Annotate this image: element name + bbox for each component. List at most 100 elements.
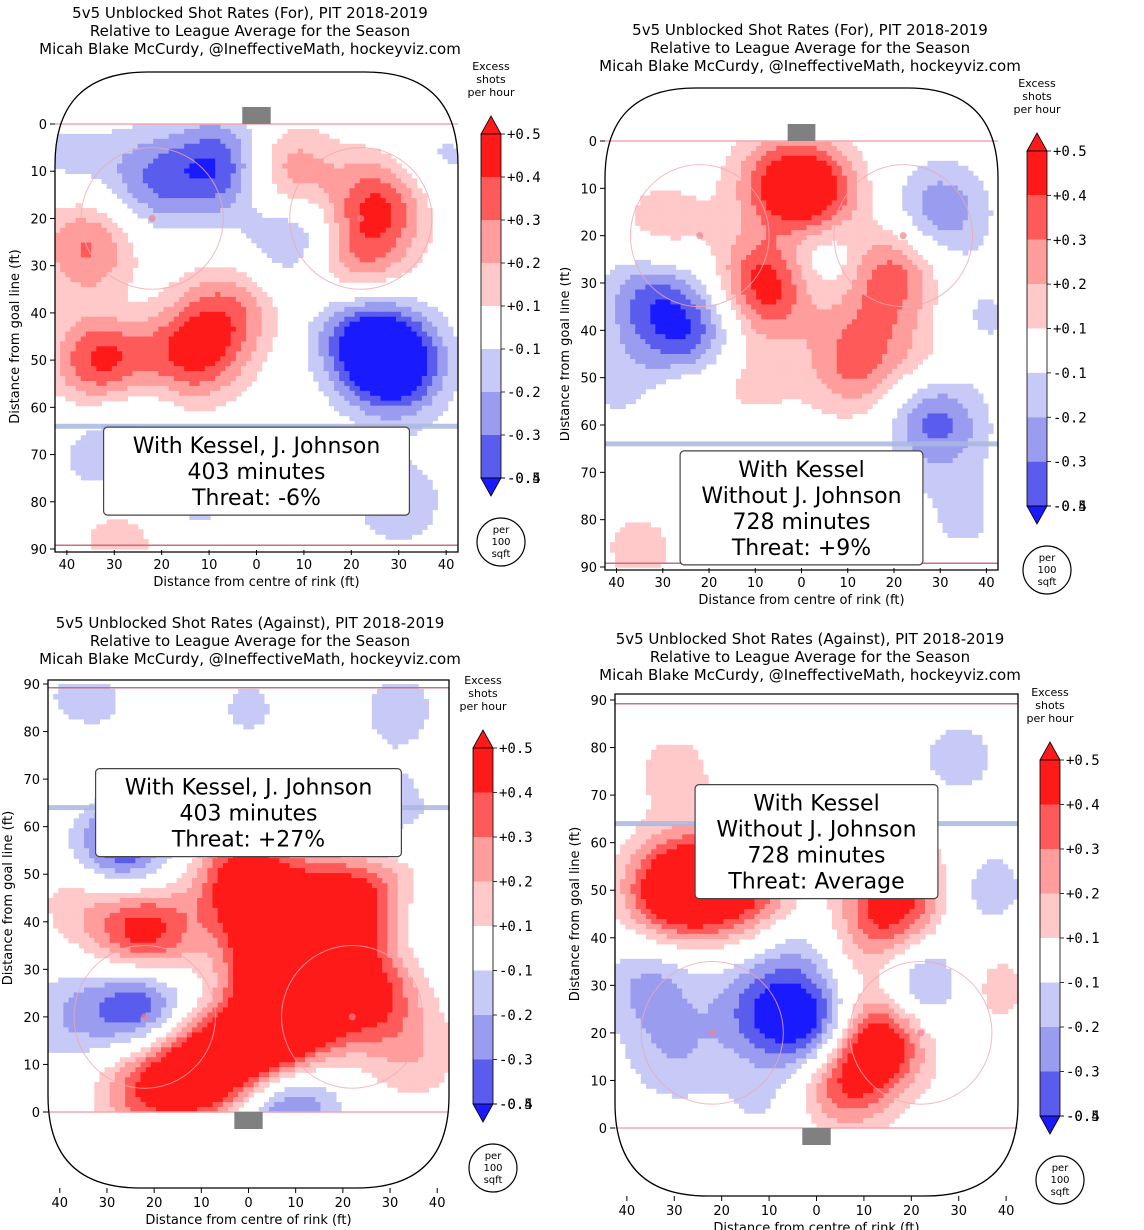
heat-cell bbox=[937, 195, 944, 202]
heat-cell bbox=[96, 435, 103, 441]
heat-cell bbox=[972, 175, 979, 182]
heat-cell bbox=[55, 158, 61, 165]
heat-cell bbox=[442, 395, 449, 402]
heat-cell bbox=[173, 153, 180, 160]
heat-cell bbox=[380, 415, 387, 422]
heat-cell bbox=[60, 247, 66, 254]
heat-cell bbox=[972, 210, 979, 216]
heat-cell bbox=[235, 306, 242, 313]
heat-cell bbox=[194, 168, 201, 175]
heat-cell bbox=[339, 380, 345, 387]
heat-cell bbox=[957, 205, 964, 211]
heat-cell bbox=[282, 242, 289, 249]
heat-cell bbox=[80, 336, 87, 343]
heat-cell bbox=[122, 128, 128, 135]
heat-cell bbox=[380, 193, 387, 199]
heat-cell bbox=[947, 240, 954, 246]
heat-cell bbox=[821, 165, 828, 172]
heat-cell bbox=[328, 390, 335, 397]
heat-cell bbox=[811, 195, 818, 202]
heat-cell bbox=[173, 390, 180, 397]
heat-cell bbox=[882, 264, 888, 271]
heat-cell bbox=[365, 341, 371, 347]
heat-cell bbox=[117, 237, 123, 244]
heat-cell bbox=[771, 165, 777, 172]
heat-cell bbox=[650, 190, 656, 197]
heat-cell bbox=[235, 173, 242, 179]
heat-cell bbox=[199, 208, 206, 214]
heat-cell bbox=[189, 514, 196, 520]
heat-cell bbox=[303, 138, 309, 145]
heat-cell bbox=[75, 138, 82, 145]
heat-cell bbox=[437, 316, 444, 323]
heat-cell bbox=[184, 380, 190, 387]
heat-cell bbox=[75, 346, 82, 352]
heat-cell bbox=[365, 158, 371, 165]
heat-cell bbox=[421, 232, 428, 239]
heat-cell bbox=[189, 212, 196, 219]
heat-cell bbox=[786, 195, 793, 202]
heat-cell bbox=[189, 390, 196, 397]
heat-cell bbox=[359, 351, 366, 357]
heat-cell bbox=[781, 235, 787, 241]
heat-cell bbox=[220, 311, 227, 318]
heat-cell bbox=[117, 341, 123, 347]
heat-cell bbox=[204, 385, 211, 392]
heat-cell bbox=[912, 215, 918, 221]
heat-cell bbox=[811, 170, 818, 177]
heat-cell bbox=[806, 175, 813, 182]
heat-cell bbox=[720, 230, 727, 236]
heat-cell bbox=[385, 380, 392, 387]
heat-cell bbox=[101, 267, 108, 273]
heat-cell bbox=[796, 195, 803, 202]
heat-cell bbox=[328, 306, 335, 313]
heat-cell bbox=[375, 529, 382, 535]
heat-cell bbox=[251, 376, 258, 382]
heat-cell bbox=[153, 306, 159, 313]
heat-cell bbox=[266, 217, 273, 224]
heat-cell bbox=[91, 440, 97, 446]
heat-cell bbox=[720, 180, 727, 187]
heat-cell bbox=[801, 185, 808, 192]
heat-cell bbox=[168, 331, 175, 338]
heat-cell bbox=[806, 230, 813, 236]
heat-cell bbox=[204, 336, 211, 343]
heat-cell bbox=[313, 198, 320, 204]
heat-cell bbox=[680, 205, 687, 211]
heat-cell bbox=[349, 158, 356, 165]
heat-cell bbox=[80, 296, 87, 303]
heat-cell bbox=[821, 240, 828, 246]
heat-cell bbox=[55, 331, 61, 338]
heat-cell bbox=[91, 247, 97, 254]
heat-cell bbox=[215, 222, 221, 229]
heat-cell bbox=[390, 366, 397, 372]
heat-cell bbox=[776, 205, 782, 211]
heat-cell bbox=[365, 222, 371, 229]
heat-cell bbox=[313, 346, 320, 352]
heat-cell bbox=[359, 301, 366, 308]
heat-cell bbox=[887, 245, 893, 251]
heat-cell bbox=[836, 150, 843, 157]
heat-cell bbox=[396, 232, 402, 239]
heat-cell bbox=[246, 366, 252, 372]
heat-cell bbox=[841, 180, 848, 187]
heat-cell bbox=[786, 185, 793, 192]
heat-cell bbox=[230, 153, 237, 160]
heat-cell bbox=[194, 306, 201, 313]
heat-cell bbox=[846, 180, 853, 187]
heat-cell bbox=[168, 371, 175, 377]
heat-cell bbox=[210, 168, 216, 175]
heat-cell bbox=[235, 390, 242, 397]
heat-cell bbox=[86, 153, 92, 160]
heat-cell bbox=[690, 200, 697, 206]
heat-cell bbox=[101, 336, 108, 343]
heat-cell bbox=[277, 242, 283, 249]
heat-cell bbox=[354, 296, 361, 303]
heat-cell bbox=[447, 351, 454, 357]
heat-cell bbox=[380, 311, 387, 318]
heat-cell bbox=[328, 356, 335, 362]
heat-cell bbox=[861, 264, 868, 271]
heat-cell bbox=[846, 160, 853, 167]
heat-cell bbox=[806, 190, 813, 197]
heat-cell bbox=[705, 235, 712, 241]
